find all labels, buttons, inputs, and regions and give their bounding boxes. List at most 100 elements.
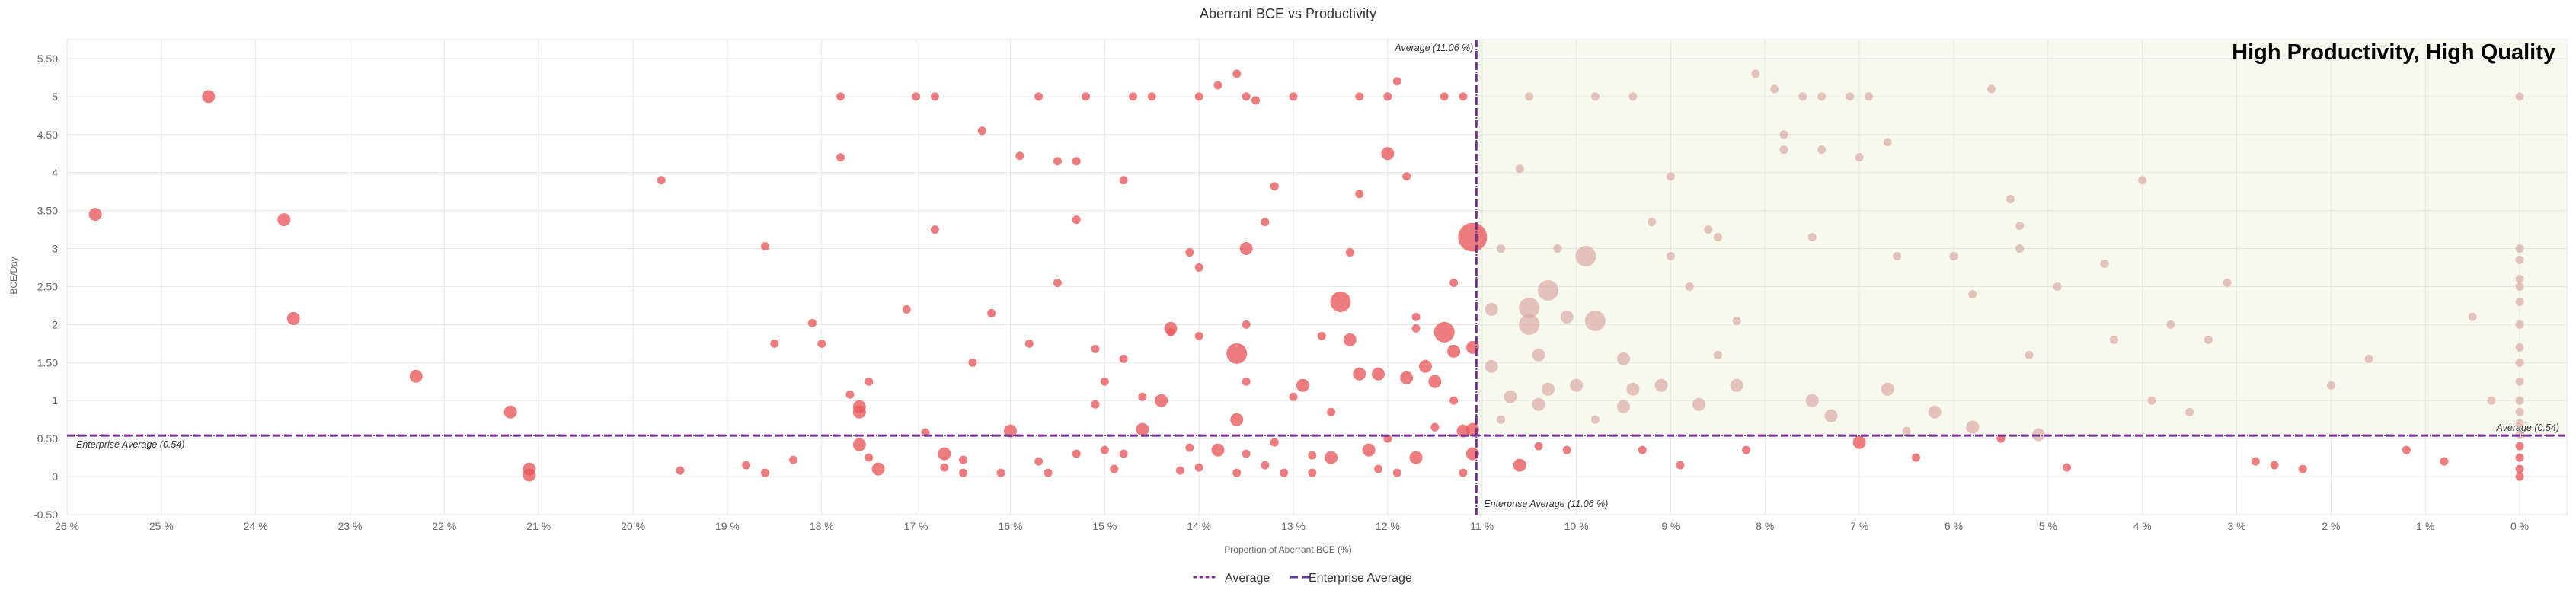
data-point [1053,157,1062,166]
data-point [1987,84,1996,94]
data-point [1091,400,1100,409]
data-point [1485,302,1498,316]
data-point [1261,218,1270,227]
x-tick-label: 0 % [2510,520,2529,532]
data-point [1666,172,1675,181]
data-point [1082,92,1091,101]
data-point [2025,350,2034,359]
data-point [1362,443,1376,457]
data-point [1497,415,1506,424]
data-point [1317,331,1326,340]
reference-lines [67,40,2567,515]
data-point [1242,92,1251,101]
y-tick-label: 5 [52,91,58,103]
x-tick-label: 11 % [1470,520,1494,532]
data-point [2147,396,2156,405]
data-point [1383,92,1392,101]
data-point [1968,289,1977,298]
data-point [1147,92,1156,101]
data-point [789,455,798,464]
data-points [88,69,2524,482]
data-point [1779,145,1788,155]
data-point [1902,426,1911,435]
data-point [1575,246,1596,267]
data-point [1232,468,1242,477]
x-tick-label: 3 % [2227,520,2245,532]
data-point [959,468,968,477]
data-point [845,390,855,399]
data-point [807,318,817,327]
data-point [2006,195,2015,204]
data-point [1730,378,1743,392]
data-point [1519,314,1540,335]
x-tick-label: 18 % [810,520,834,532]
data-point [1428,375,1442,388]
data-point [1638,445,1647,454]
data-point [987,308,996,317]
data-point [1392,77,1401,86]
data-point [1525,92,1534,101]
quadrant-label: High Productivity, High Quality [2232,40,2555,65]
data-point [2515,453,2524,462]
x-tick-label: 9 % [1661,520,1680,532]
data-point [1590,92,1600,101]
y-tick-label: 1 [52,394,58,407]
data-point [2515,442,2524,451]
data-point [1211,443,1225,457]
data-point [1374,464,1383,473]
x-tick-label: 22 % [432,520,456,532]
data-point [1515,164,1524,174]
data-point [1194,92,1203,101]
data-point [1553,244,1562,253]
data-point [1289,392,1298,401]
data-point [1570,378,1584,392]
data-point [1330,291,1351,312]
data-point [1194,331,1203,340]
data-point [1280,468,1289,477]
data-point [88,208,102,222]
data-point [2270,461,2279,470]
data-point [2223,278,2232,287]
x-tick-label: 24 % [244,520,268,532]
legend-average-label[interactable]: Average [1225,572,1270,585]
data-point [1513,458,1526,472]
data-point [1440,92,1449,101]
data-point [1072,215,1081,225]
x-tick-label: 4 % [2133,520,2152,532]
data-point [1381,147,1395,161]
data-point [1685,282,1694,291]
data-point [1325,451,1338,464]
data-point [1034,92,1044,101]
y-tick-label: 5.50 [37,53,58,65]
data-point [1654,378,1668,392]
data-point [1534,442,1543,451]
data-point [2298,464,2307,473]
data-point [1817,92,1827,101]
legend-enterprise-label[interactable]: Enterprise Average [1309,572,1412,585]
data-point [1164,321,1178,335]
data-point [1402,172,1411,181]
x-tick-label: 1 % [2416,520,2434,532]
data-point [1846,92,1855,101]
chart-title: Aberrant BCE vs Productivity [1200,6,1376,21]
enterprise-y-annotation: Enterprise Average (0.54) [76,439,184,450]
data-point [938,447,951,461]
data-point [2515,282,2524,291]
data-point [1242,449,1251,458]
data-point [1213,81,1222,90]
data-point [1072,157,1081,166]
y-tick-label: 4 [52,167,58,179]
enterprise-x-annotation: Enterprise Average (11.06 %) [1484,499,1608,509]
data-point [996,468,1005,477]
data-point [1409,451,1423,464]
data-point [1353,367,1366,381]
data-point [2166,320,2175,329]
data-point [1532,397,1545,411]
x-tick-label: 14 % [1187,520,1211,532]
data-point [1666,252,1675,261]
data-point [2515,92,2524,101]
data-point [1855,153,1864,162]
data-point [2515,358,2524,367]
data-point [2487,396,2496,405]
data-point [1308,468,1317,477]
